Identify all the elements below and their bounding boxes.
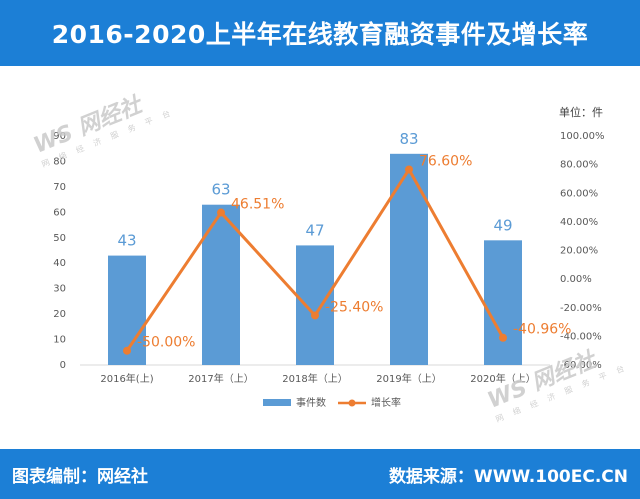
line-data-label: -25.40% (325, 299, 383, 315)
y-left-tick-label: 90 (53, 131, 66, 142)
line-point (217, 208, 225, 217)
unit-label: 单位：件 (559, 106, 603, 119)
bar (296, 245, 334, 365)
y-left-tick-label: 60 (53, 207, 66, 218)
y-left-tick-label: 20 (53, 309, 66, 320)
y-left-tick-label: 80 (53, 156, 66, 167)
line-data-label: -50.00% (137, 335, 195, 351)
line-point (405, 165, 413, 174)
line-data-label: 76.60% (419, 153, 472, 169)
x-tick-label: 2018年（上） (282, 372, 347, 385)
bar-data-label: 63 (211, 181, 230, 199)
bar-data-label: 47 (305, 221, 324, 239)
bar (390, 153, 428, 365)
x-tick-label: 2019年（上） (376, 372, 441, 385)
line-point (123, 346, 131, 355)
y-left-tick-label: 50 (53, 233, 66, 244)
x-tick-label: 2016年(上) (100, 372, 153, 385)
y-left-tick-label: 30 (53, 284, 66, 295)
legend-line-marker (348, 399, 356, 407)
y-right-tick-label: 60.00% (560, 188, 598, 199)
combo-chart: 0 10 20 30 40 50 60 70 80 90 -60.00% -40.00% -20.00%… (53, 130, 605, 409)
line-point (311, 311, 319, 320)
y-right-tick-label: -60.00% (560, 360, 602, 371)
y-right-tick-label: -40.00% (560, 331, 602, 342)
legend-bar-swatch (263, 399, 291, 406)
y-right-tick-label: 20.00% (560, 246, 598, 257)
line-point (499, 333, 507, 342)
x-tick-label: 2017年（上） (188, 372, 253, 385)
footer-bar: 图表编制：网经社 数据来源：WWW.100EC.CN (0, 449, 640, 499)
y-right-tick-label: -20.00% (560, 303, 602, 314)
y-left-tick-label: 10 (53, 335, 66, 346)
chart-title: 2016-2020上半年在线教育融资事件及增长率 (0, 0, 640, 66)
line-data-label: 46.51% (231, 197, 284, 213)
line-data-label: -40.96% (513, 322, 571, 338)
y-right-tick-label: 0.00% (560, 274, 592, 285)
legend-line-label: 增长率 (371, 396, 401, 409)
chart-area: 0 10 20 30 40 50 60 70 80 90 -60.00% -40.00% -20.00%… (0, 66, 640, 449)
y-left-tick-label: 70 (53, 182, 66, 193)
bar-data-label: 83 (399, 130, 418, 148)
bar-data-label: 49 (493, 216, 512, 234)
footer-credit: 图表编制：网经社 (12, 467, 148, 487)
y-left-tick-label: 40 (53, 258, 66, 269)
bar (484, 240, 522, 365)
legend-bar-label: 事件数 (296, 396, 326, 409)
x-tick-label: 2020年（上） (470, 372, 535, 385)
y-right-tick-label: 40.00% (560, 217, 598, 228)
y-right-tick-label: 80.00% (560, 160, 598, 171)
footer-source: 数据来源：WWW.100EC.CN (388, 467, 628, 487)
y-right-tick-label: 100.00% (560, 131, 605, 142)
y-left-tick-label: 0 (60, 360, 66, 371)
bar-data-label: 43 (117, 232, 136, 250)
